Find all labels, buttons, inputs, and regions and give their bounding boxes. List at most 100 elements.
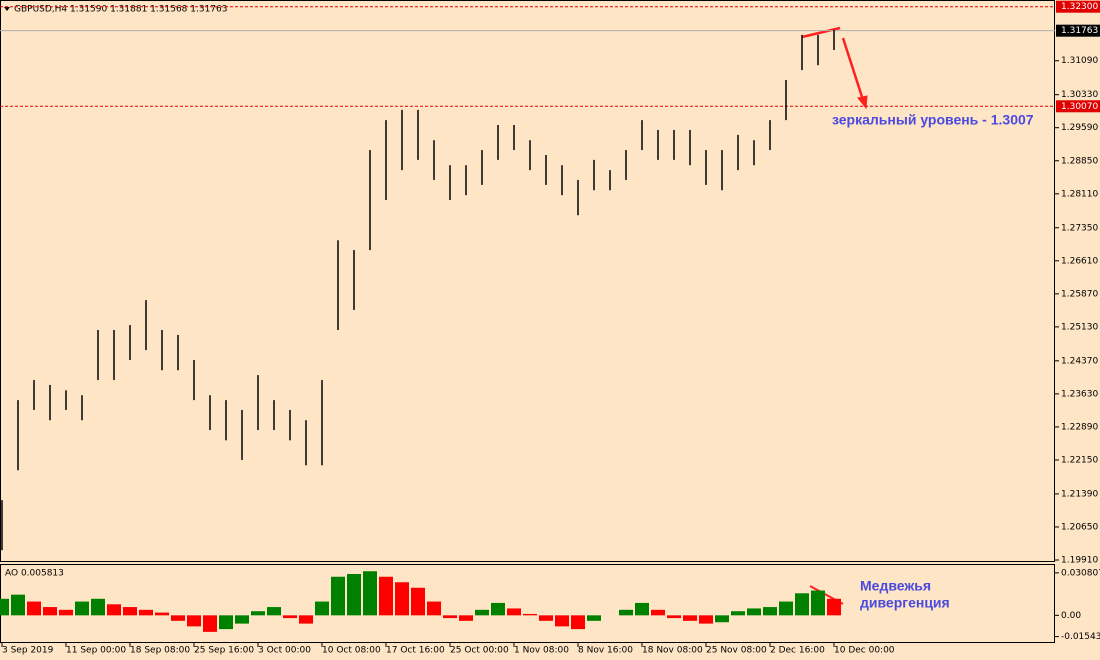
header-icon [4, 7, 10, 11]
ao-bar [571, 615, 585, 630]
ao-bar [779, 601, 793, 616]
level-label: 1.31763 [1061, 26, 1098, 36]
ao-bar [763, 607, 777, 616]
ao-bar [171, 615, 185, 621]
x-tick-label: 10 Oct 08:00 [322, 646, 381, 656]
y-tick-label: 1.27350 [1061, 223, 1098, 233]
ao-bar [795, 593, 809, 616]
ao-bar [523, 613, 537, 616]
y-tick-label: 1.30330 [1061, 90, 1098, 100]
x-tick-label: 18 Sep 08:00 [130, 646, 190, 656]
y-tick-label: 1.25130 [1061, 322, 1098, 332]
level-label: 1.30070 [1061, 102, 1098, 112]
ao-bar [123, 607, 137, 616]
ao-bar [731, 611, 745, 616]
y-tick-label: 1.31090 [1061, 56, 1098, 66]
x-tick-label: 1 Nov 08:00 [514, 646, 569, 656]
arrow-shaft [841, 37, 865, 101]
x-tick-label: 25 Nov 08:00 [706, 646, 767, 656]
x-tick-label: 25 Oct 00:00 [450, 646, 509, 656]
y-tick-label: 1.19910 [1061, 556, 1098, 566]
ao-bar [331, 576, 345, 616]
ao-bar [283, 615, 297, 619]
y-tick-label: 1.20650 [1061, 522, 1098, 532]
level-label: 1.32300 [1061, 2, 1098, 12]
ao-bar [459, 615, 473, 621]
y-tick-label: 1.22150 [1061, 455, 1098, 465]
ao-bar [747, 608, 761, 616]
ao-bar [299, 615, 313, 624]
ao-annotation: Медвежья [860, 578, 931, 594]
y-tick-label: 1.22890 [1061, 422, 1098, 432]
x-tick-label: 2 Dec 16:00 [770, 646, 825, 656]
level-label-bg [1056, 100, 1100, 113]
chart-title: GBPUSD,H4 1.31590 1.31881 1.31568 1.3176… [14, 5, 227, 15]
ao-bar [107, 604, 121, 616]
y-tick-label: 1.23630 [1061, 389, 1098, 399]
ao-bar [315, 601, 329, 616]
y-tick-label: 0.00 [1061, 611, 1081, 621]
ao-bar [635, 602, 649, 616]
x-tick-label: 17 Oct 16:00 [386, 646, 445, 656]
ao-bar [651, 609, 665, 616]
ao-bar [11, 594, 25, 616]
y-tick-label: -0.015438 [1061, 632, 1100, 642]
y-tick-label: 1.26610 [1061, 256, 1098, 266]
ao-bar [59, 609, 73, 616]
x-tick-label: 11 Sep 00:00 [66, 646, 126, 656]
level-label-bg [1056, 24, 1100, 37]
ao-bar [715, 615, 729, 623]
x-tick-label: 10 Dec 00:00 [834, 646, 895, 656]
y-tick-label: 1.21390 [1061, 489, 1098, 499]
y-tick-label: 1.24370 [1061, 356, 1098, 366]
ao-bar [667, 615, 681, 619]
ao-bar [251, 611, 265, 616]
ao-bar [811, 590, 825, 616]
ao-title: AO 0.005813 [5, 569, 64, 579]
ao-bar [539, 615, 553, 621]
ao-bar [427, 601, 441, 616]
ao-bar [507, 608, 521, 616]
ao-bar [379, 576, 393, 616]
ao-bar [0, 598, 9, 616]
ao-bar [363, 571, 377, 616]
x-tick-label: 8 Nov 16:00 [578, 646, 633, 656]
x-tick-label: 3 Oct 00:00 [258, 646, 311, 656]
y-tick-label: 1.28850 [1061, 156, 1098, 166]
ao-bar [683, 615, 697, 621]
ao-bar [555, 615, 569, 627]
ao-bar [475, 609, 489, 616]
ao-bar [411, 587, 425, 616]
ao-bar [91, 598, 105, 616]
ao-bar [27, 601, 41, 616]
ao-bar [347, 573, 361, 616]
ao-bar [187, 615, 201, 627]
ao-bar [235, 615, 249, 624]
level-annotation: зеркальный уровень - 1.3007 [832, 112, 1034, 128]
y-tick-label: 1.29590 [1061, 123, 1098, 133]
ao-bar [219, 615, 233, 630]
ao-annotation: дивергенция [860, 595, 950, 611]
ao-bar [619, 609, 633, 616]
ao-bar [395, 582, 409, 616]
main-frame [0, 0, 1055, 562]
ao-bar [75, 601, 89, 616]
level-label-bg [1056, 0, 1100, 13]
x-tick-label: 3 Sep 2019 [2, 646, 54, 656]
y-tick-label: 1.28110 [1061, 189, 1098, 199]
ao-bar [827, 598, 841, 616]
y-tick-label: 0.030807 [1061, 568, 1100, 578]
ao-bar [587, 615, 601, 621]
ao-bar [155, 612, 169, 616]
ao-bar [139, 609, 153, 616]
ao-bar [443, 615, 457, 619]
arrow-head [857, 95, 868, 110]
x-tick-label: 25 Sep 16:00 [194, 646, 254, 656]
ao-bar [267, 607, 281, 616]
ao-bar [203, 615, 217, 632]
ao-bar [491, 602, 505, 616]
ao-bar [43, 607, 57, 616]
y-tick-label: 1.25870 [1061, 289, 1098, 299]
divergence-line [801, 26, 841, 39]
x-tick-label: 18 Nov 08:00 [642, 646, 703, 656]
